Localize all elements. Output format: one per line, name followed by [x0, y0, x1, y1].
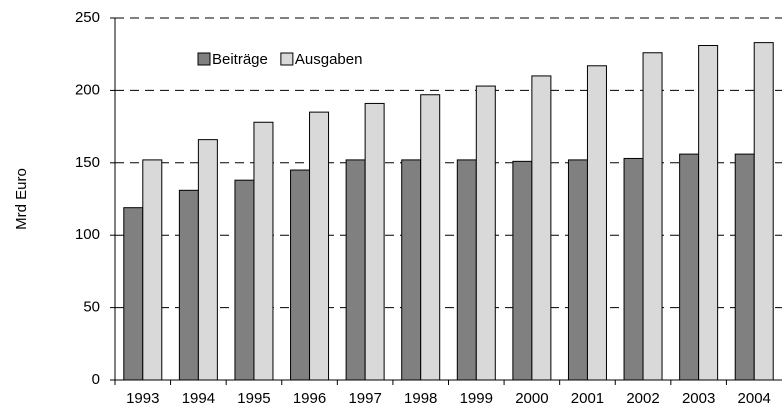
bar [512, 160, 533, 381]
bar [234, 179, 255, 381]
bar [123, 207, 144, 381]
legend-label: Ausgaben [295, 51, 363, 68]
bar [401, 159, 422, 381]
bar [475, 85, 496, 381]
bar [309, 111, 330, 381]
y-tick-label: 250 [75, 9, 100, 26]
bar [679, 153, 700, 381]
bar [178, 189, 199, 381]
bar [197, 139, 218, 381]
y-tick-label: 0 [92, 371, 100, 388]
bar [531, 75, 552, 381]
x-tick-label: 1999 [460, 390, 493, 407]
x-tick-label: 2004 [738, 390, 771, 407]
x-tick-label: 1995 [237, 390, 270, 407]
legend-swatch [197, 52, 211, 66]
x-tick-label: 1998 [404, 390, 437, 407]
y-tick-label: 200 [75, 81, 100, 98]
y-axis-label: Mrd Euro [13, 168, 30, 230]
bar [290, 169, 311, 381]
bar [753, 42, 774, 381]
bar [345, 159, 366, 381]
bar [586, 65, 607, 381]
bar [642, 52, 663, 381]
legend-swatch [280, 52, 294, 66]
bar [364, 102, 385, 381]
legend-label: Beiträge [212, 51, 268, 68]
x-tick-label: 2001 [571, 390, 604, 407]
x-tick-label: 2003 [682, 390, 715, 407]
bar [623, 157, 644, 381]
bar [567, 159, 588, 381]
bar [698, 45, 719, 381]
x-tick-label: 2002 [626, 390, 659, 407]
bar [456, 159, 477, 381]
x-tick-label: 1994 [182, 390, 215, 407]
x-tick-label: 1993 [126, 390, 159, 407]
y-tick-label: 150 [75, 154, 100, 171]
bar [142, 159, 163, 381]
bar [253, 121, 274, 381]
x-tick-label: 2000 [515, 390, 548, 407]
bar [420, 94, 441, 381]
y-tick-label: 100 [75, 226, 100, 243]
x-tick-label: 1997 [348, 390, 381, 407]
x-tick-label: 1996 [293, 390, 326, 407]
y-tick-label: 50 [83, 299, 100, 316]
bar [734, 153, 755, 381]
